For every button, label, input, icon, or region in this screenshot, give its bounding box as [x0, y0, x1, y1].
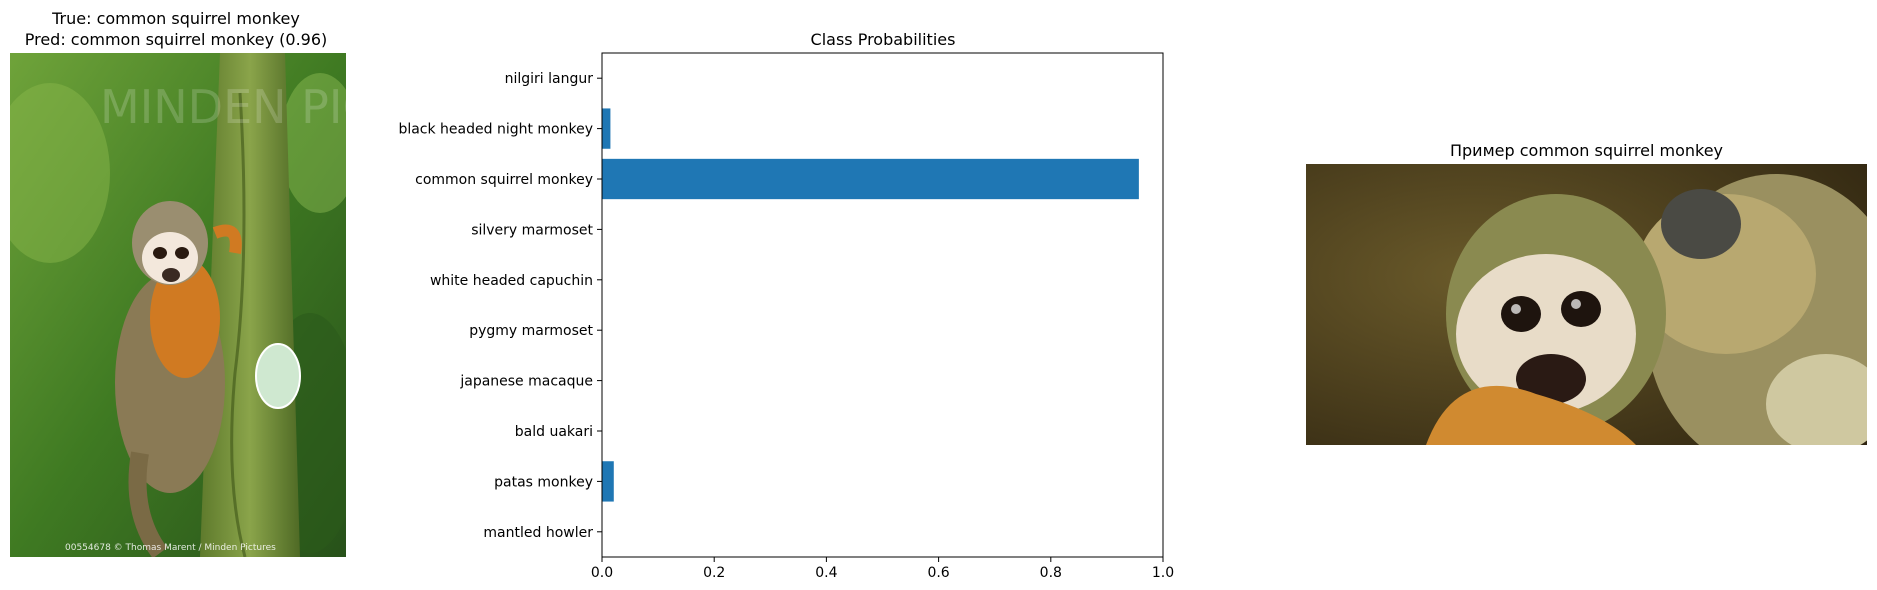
- true-label: True: common squirrel monkey: [52, 9, 300, 28]
- x-tick-label: 0.2: [703, 565, 725, 581]
- x-tick-label: 0.8: [1040, 565, 1062, 581]
- y-tick-label: common squirrel monkey: [415, 172, 593, 188]
- plot-frame: [601, 52, 1164, 558]
- x-tick-label: 0.6: [927, 565, 949, 581]
- y-tick-label: mantled howler: [483, 525, 593, 541]
- example-photo: [1306, 164, 1867, 445]
- x-tick-label: 0.4: [815, 565, 837, 581]
- x-tick-label: 1.0: [1152, 565, 1174, 581]
- pred-label: Pred: common squirrel monkey (0.96): [24, 30, 328, 49]
- bar-black-headed-night-monkey: [602, 108, 611, 149]
- left-panel-title: True: common squirrel monkey Pred: commo…: [8, 8, 344, 50]
- chart-title: Class Probabilities: [811, 30, 956, 49]
- bar-common-squirrel-monkey: [602, 158, 1139, 200]
- squirrel-monkey-photo: MINDEN PICTURES 00554678 © Thomas Marent…: [10, 53, 346, 557]
- y-tick-label: japanese macaque: [459, 374, 593, 390]
- input-photo: MINDEN PICTURES 00554678 © Thomas Marent…: [10, 53, 346, 557]
- y-tick-label: white headed capuchin: [430, 273, 593, 289]
- x-tick-label: 0.0: [591, 565, 613, 581]
- y-tick-label: bald uakari: [515, 424, 593, 440]
- y-tick-label: pygmy marmoset: [469, 323, 593, 339]
- photo-caption: 00554678 © Thomas Marent / Minden Pictur…: [65, 543, 276, 553]
- y-tick-label: black headed night monkey: [398, 122, 593, 138]
- photo-watermark: MINDEN PICTURES: [100, 80, 346, 134]
- y-tick-label: silvery marmoset: [471, 222, 593, 238]
- right-panel-title: Пример common squirrel monkey: [1449, 141, 1723, 160]
- y-tick-label: nilgiri langur: [505, 71, 594, 87]
- squirrel-monkey-example-photo: [1306, 164, 1867, 445]
- y-tick-label: patas monkey: [494, 474, 593, 490]
- bar-patas-monkey: [602, 461, 614, 502]
